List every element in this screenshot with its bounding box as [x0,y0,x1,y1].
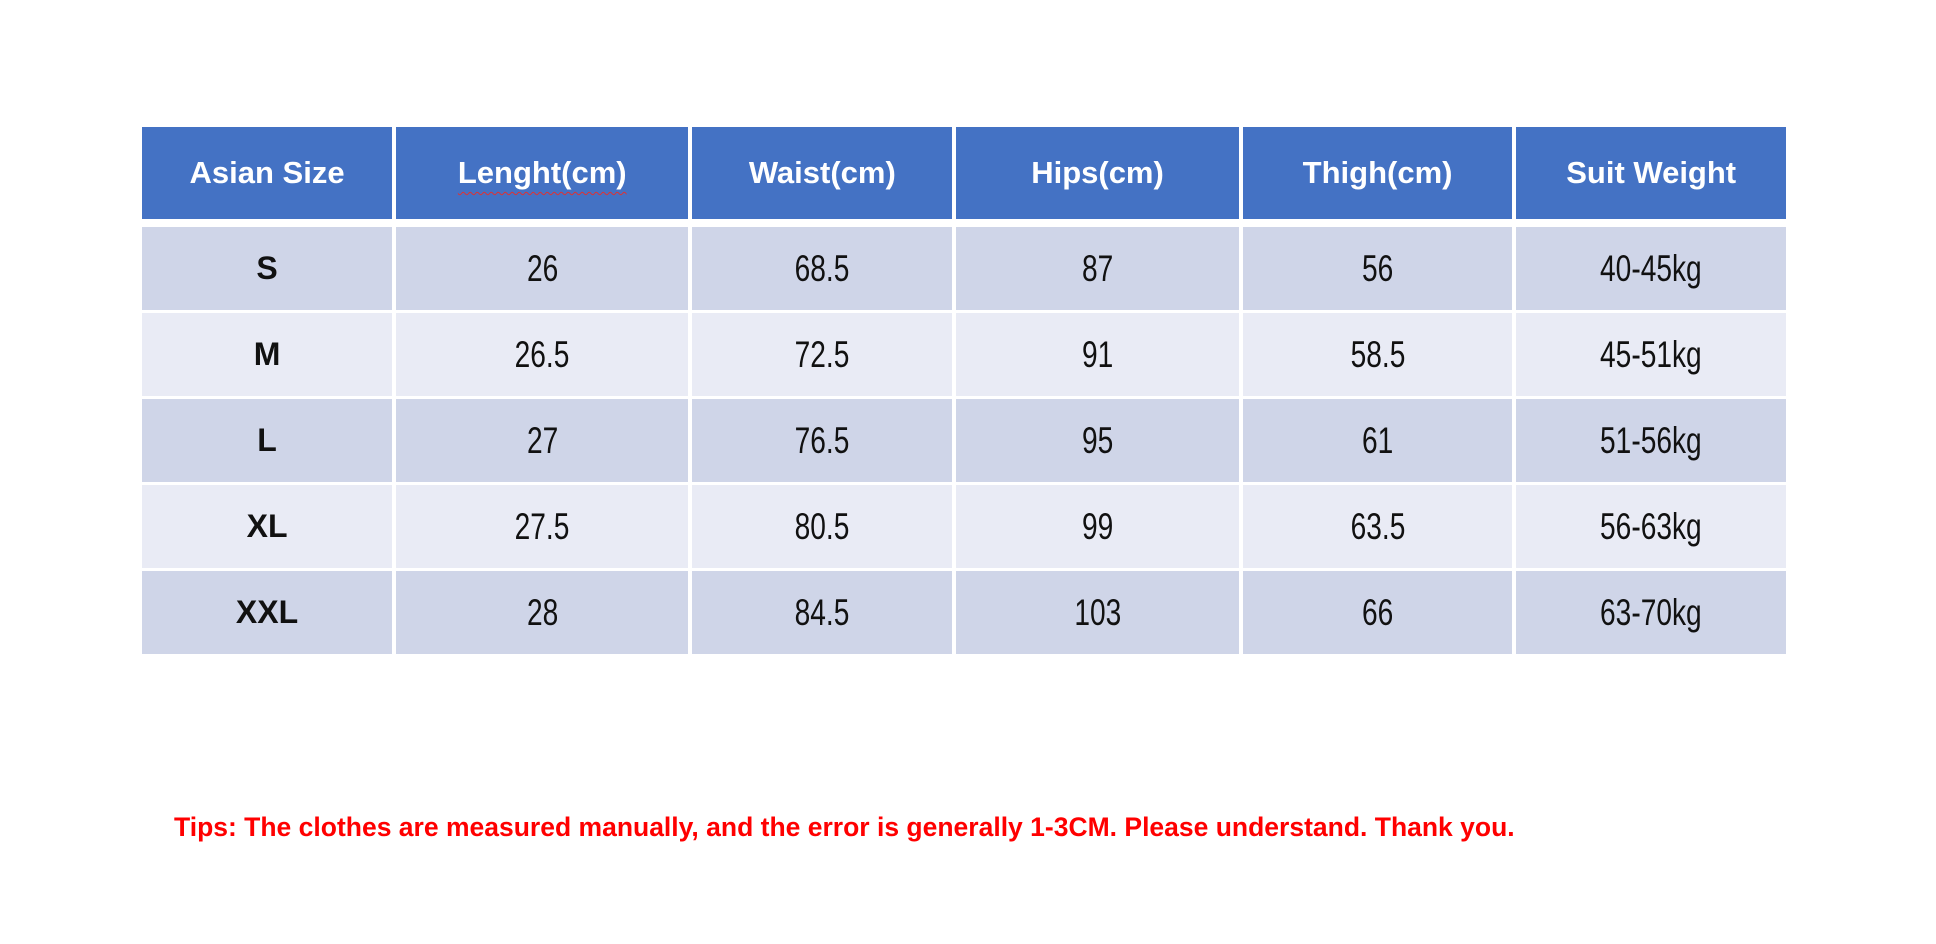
value-cell: 72.5 [692,313,953,396]
value-cell: 84.5 [692,571,953,654]
size-chart-table-container: Asian Size Lenght(cm) Waist(cm) Hips(cm)… [138,124,1790,657]
value-text: 95 [1081,419,1114,461]
size-cell: XXL [142,571,393,654]
value-cell: 91 [956,313,1239,396]
value-cell: 95 [956,399,1239,482]
header-cell-hips: Hips(cm) [956,127,1239,224]
table-row-l: L 27 76.5 95 61 51-56kg [142,399,1786,482]
header-row: Asian Size Lenght(cm) Waist(cm) Hips(cm)… [142,127,1786,224]
value-text: 56-63kg [1600,505,1703,547]
header-label-with-spellcheck-underline: Lenght(cm) [457,155,627,190]
value-cell: 99 [956,485,1239,568]
value-text: 45-51kg [1600,333,1703,375]
table-row-xxl: XXL 28 84.5 103 66 63-70kg [142,571,1786,654]
value-text: 76.5 [794,419,850,461]
table-row-xl: XL 27.5 80.5 99 63.5 56-63kg [142,485,1786,568]
value-text: 72.5 [794,333,850,375]
value-cell: 28 [396,571,689,654]
value-text: 66 [1361,591,1394,633]
header-cell-thigh: Thigh(cm) [1242,127,1513,224]
value-text: 40-45kg [1600,247,1703,289]
value-cell: 61 [1242,399,1513,482]
header-cell-waist: Waist(cm) [692,127,953,224]
value-cell: 26 [396,227,689,310]
measurement-tips-text: Tips: The clothes are measured manually,… [174,812,1515,842]
value-cell: 58.5 [1242,313,1513,396]
table-row-m: M 26.5 72.5 91 58.5 45-51kg [142,313,1786,396]
value-cell: 56 [1242,227,1513,310]
size-cell: XL [142,485,393,568]
value-text: 84.5 [794,591,850,633]
value-text: 27.5 [514,505,570,547]
header-cell-length: Lenght(cm) [396,127,689,224]
header-label: Suit Weight [1566,155,1737,190]
value-text: 91 [1081,333,1114,375]
value-text: 26 [526,247,558,289]
value-cell: 63-70kg [1516,571,1786,654]
value-text: 80.5 [794,505,850,547]
value-text: 63-70kg [1600,591,1703,633]
value-cell: 27.5 [396,485,689,568]
value-cell: 103 [956,571,1239,654]
value-text: 99 [1081,505,1114,547]
value-cell: 51-56kg [1516,399,1786,482]
header-cell-suit-weight: Suit Weight [1516,127,1786,224]
value-text: 58.5 [1350,333,1405,375]
value-cell: 56-63kg [1516,485,1786,568]
value-cell: 87 [956,227,1239,310]
header-cell-asian-size: Asian Size [142,127,393,224]
value-cell: 45-51kg [1516,313,1786,396]
value-text: 63.5 [1350,505,1405,547]
header-label: Thigh(cm) [1302,155,1453,190]
value-text: 87 [1081,247,1114,289]
value-text: 26.5 [514,333,570,375]
value-cell: 66 [1242,571,1513,654]
value-text: 51-56kg [1600,419,1703,461]
value-text: 61 [1361,419,1394,461]
size-cell: S [142,227,393,310]
size-chart-table: Asian Size Lenght(cm) Waist(cm) Hips(cm)… [138,124,1790,657]
value-text: 56 [1361,247,1394,289]
header-label: Hips(cm) [1031,155,1164,190]
value-cell: 27 [396,399,689,482]
value-text: 68.5 [794,247,850,289]
value-cell: 76.5 [692,399,953,482]
size-cell: L [142,399,393,482]
table-row-s: S 26 68.5 87 56 40-45kg [142,227,1786,310]
header-label: Asian Size [189,155,345,190]
header-label: Waist(cm) [748,155,896,190]
size-cell: M [142,313,393,396]
value-cell: 80.5 [692,485,953,568]
value-text: 28 [526,591,558,633]
value-cell: 63.5 [1242,485,1513,568]
value-text: 27 [526,419,558,461]
value-text: 103 [1074,591,1121,633]
value-cell: 40-45kg [1516,227,1786,310]
value-cell: 68.5 [692,227,953,310]
value-cell: 26.5 [396,313,689,396]
